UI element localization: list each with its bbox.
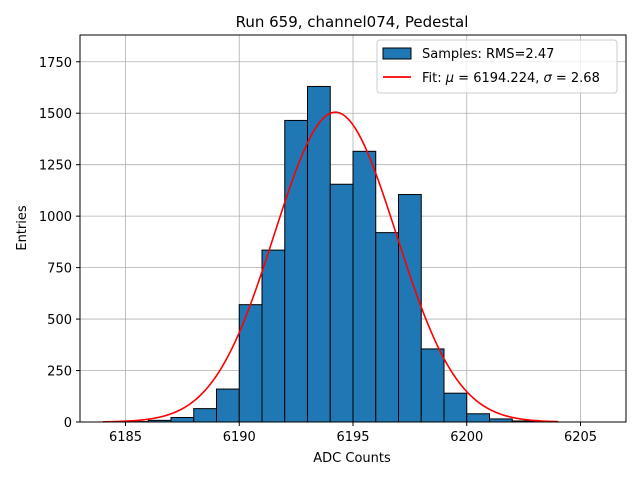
histogram-bar <box>170 416 195 423</box>
y-tick-label: 1250 <box>39 159 72 174</box>
x-axis-label: ADC Counts <box>313 451 391 466</box>
legend-fit-mu-value: = 6194.224, <box>454 71 543 86</box>
histogram-bar <box>375 232 399 423</box>
histogram-bar <box>261 249 286 423</box>
x-tick-label: 6190 <box>223 430 256 445</box>
x-axis-ticks: 6185 6190 6195 6200 6205 <box>109 422 597 445</box>
x-tick-label: 6195 <box>336 430 369 445</box>
legend-fit-sigma-symbol: σ <box>544 71 553 86</box>
histogram-bar <box>466 413 490 423</box>
x-tick-label: 6205 <box>564 430 597 445</box>
histogram-bar <box>443 392 468 423</box>
histogram-bar <box>329 183 354 423</box>
chart-title: Run 659, channel074, Pedestal <box>236 13 469 31</box>
y-tick-label: 1500 <box>39 107 72 122</box>
y-tick-label: 750 <box>47 262 72 277</box>
x-tick-label: 6185 <box>109 430 142 445</box>
fit-curve <box>102 111 558 423</box>
y-tick-label: 1750 <box>39 56 72 71</box>
legend-fit-sigma-value: = 2.68 <box>552 71 600 86</box>
legend: Samples: RMS=2.47 Fit: μ = 6194.224, σ =… <box>376 39 618 94</box>
histogram-bar <box>193 408 217 423</box>
y-tick-label: 0 <box>64 416 72 431</box>
legend-fit-prefix: Fit: <box>422 71 446 86</box>
histogram-bar <box>398 194 422 423</box>
y-tick-label: 250 <box>47 365 72 380</box>
y-axis-label: Entries <box>15 205 30 251</box>
histogram-bar <box>238 304 263 423</box>
legend-samples-swatch <box>382 47 412 60</box>
legend-box <box>376 39 618 94</box>
histogram-bar <box>352 150 377 423</box>
x-tick-label: 6200 <box>450 430 483 445</box>
y-axis-ticks: 0 250 500 750 1000 1250 1500 1750 <box>39 56 80 431</box>
legend-fit-mu-symbol: μ <box>445 71 454 86</box>
legend-fit-label: Fit: μ = 6194.224, σ = 2.68 <box>422 71 600 86</box>
y-tick-label: 1000 <box>39 210 72 225</box>
legend-samples-label: Samples: RMS=2.47 <box>422 47 554 62</box>
histogram-bar <box>420 348 445 423</box>
histogram-bar <box>216 388 240 423</box>
histogram-bar <box>284 119 308 423</box>
y-tick-label: 500 <box>47 313 72 328</box>
